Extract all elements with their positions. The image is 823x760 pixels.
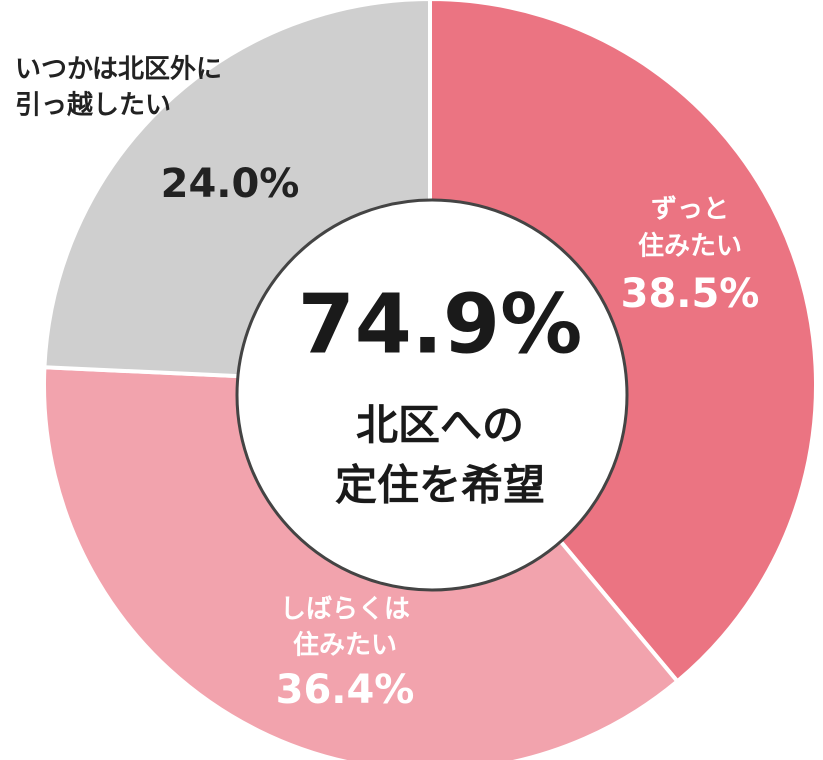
center-value: 74.9% (298, 277, 582, 372)
value-label: 24.0% (161, 161, 300, 207)
slice (428, 0, 818, 685)
center-text: 北区への (356, 401, 524, 450)
center-hole (235, 198, 629, 592)
value-label: 36.4% (276, 667, 415, 713)
center-text: 定住を希望 (335, 461, 545, 510)
slice-label: 住みたい (293, 630, 397, 661)
value-label: 38.5% (621, 271, 760, 317)
slice-label: しばらくは (280, 595, 410, 625)
slice-label: 引っ越したい (15, 91, 171, 121)
slice-label: 住みたい (638, 231, 742, 262)
slice-label: いつかは北区外に (15, 55, 222, 85)
slice-label: ずっと (651, 195, 729, 225)
